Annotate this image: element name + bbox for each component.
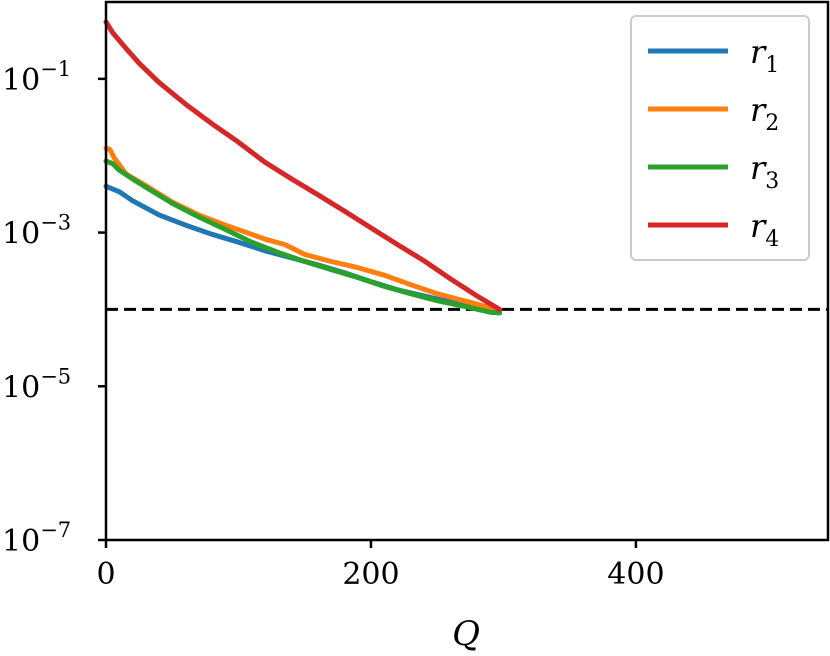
y-tick-label: 10−7 [2,518,71,559]
legend-label-r3: r3 [750,149,779,194]
x-tick-label: 400 [607,557,664,592]
axes-frame [104,0,830,542]
series-line-r4 [103,19,502,312]
y-tick-label: 10−5 [2,364,71,405]
x-tick-label: 0 [96,557,115,592]
legend-label-r4: r4 [750,207,779,252]
legend-label-r1: r1 [750,33,779,78]
axes-layer: 0 200 400 10−7 10−5 10−3 10−1 [2,0,830,592]
series-line-r3 [103,158,502,316]
y-tick-label: 10−3 [2,211,71,252]
legend: r1 r2 r3 r4 [630,15,810,261]
y-tick-label: 10−1 [2,57,71,98]
legend-box [630,15,810,261]
x-axis-label: Q [452,614,480,654]
series-layer [103,19,502,316]
legend-label-r2: r2 [750,91,779,136]
x-tick-label: 200 [342,557,399,592]
